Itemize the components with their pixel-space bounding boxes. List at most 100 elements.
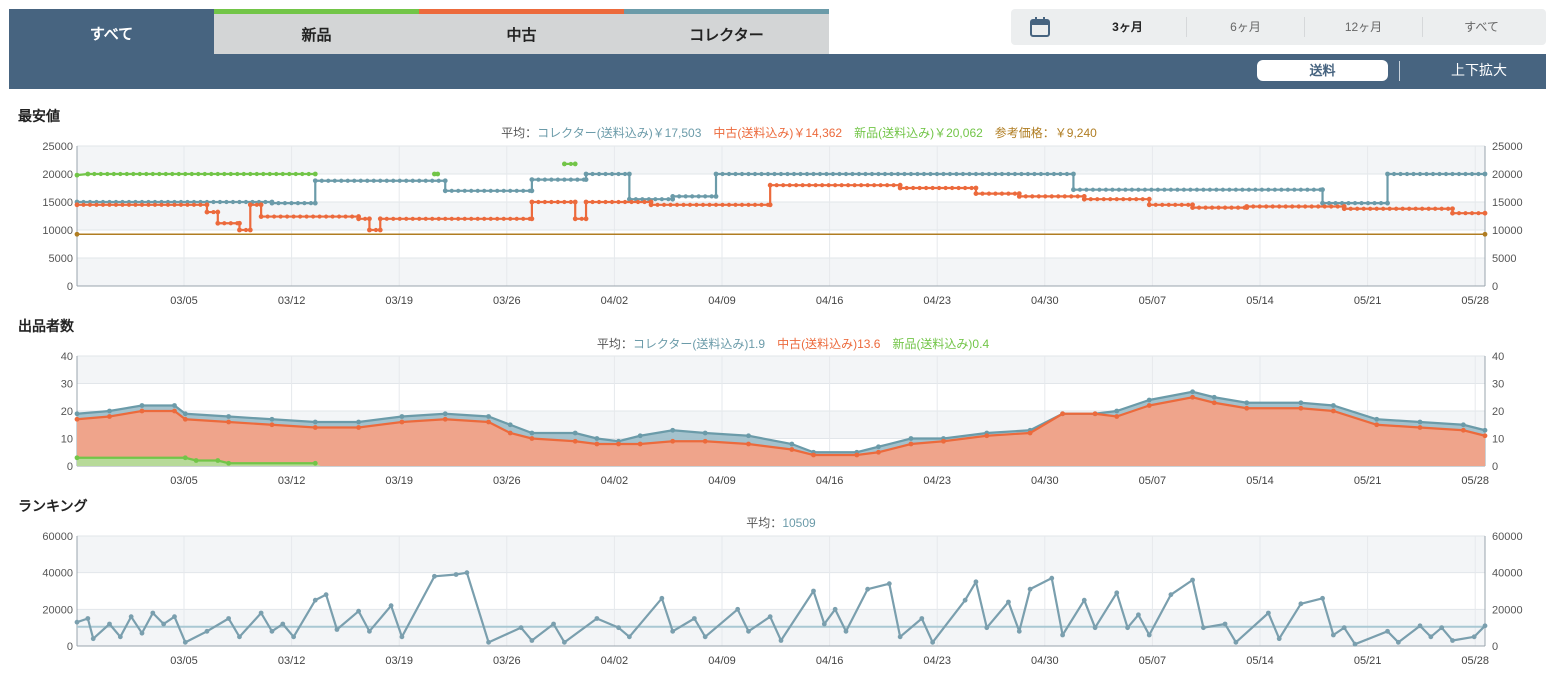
chart-1: 0 0 10 10 20 20 30 30 40 40 03/05 03/12 03/19 03/26 04… [61,336,1505,487]
data-point [616,441,621,447]
data-point [237,227,242,233]
data-point [529,199,535,205]
data-point [1186,202,1191,207]
data-point [852,183,857,188]
data-point [878,183,883,188]
data-point [430,178,435,183]
tab-new[interactable]: 新品 [214,9,419,54]
data-point [222,221,227,226]
data-point [915,171,920,177]
data-point [436,216,441,221]
tab-collector[interactable]: コレクター [624,9,829,54]
data-point [947,171,953,177]
range-6-months[interactable]: 6ヶ月 [1186,17,1304,37]
y-tick-label-left: 20000 [42,604,73,616]
data-point [967,171,972,177]
data-point [1036,194,1041,199]
data-point [1146,202,1152,208]
calendar-icon[interactable] [1011,9,1069,45]
data-point [1071,187,1076,193]
data-point [191,202,197,207]
legend-item: 参考価格：￥9,240 [995,125,1097,140]
data-point [1181,187,1187,192]
data-point [1330,408,1336,414]
data-point [410,178,415,183]
legend-item: 新品(送料込み)0.4 [892,336,989,351]
data-point [1437,171,1442,177]
data-point [603,199,608,205]
data-point [267,171,272,177]
data-point [1084,187,1089,192]
data-point [596,199,602,205]
tab-all[interactable]: すべて [9,9,214,54]
data-point [1463,171,1468,177]
data-point [1296,204,1301,209]
data-point [1374,422,1380,428]
data-point [726,202,732,207]
data-point [1460,427,1466,433]
data-point [1298,187,1303,192]
data-point [172,614,177,620]
data-point [291,634,297,640]
data-point [269,422,275,428]
legend-item: 10509 [782,516,816,530]
range-3-months[interactable]: 3ヶ月 [1112,20,1143,34]
data-point [486,419,491,425]
shipping-toggle-button[interactable]: 送料 [1257,60,1388,81]
data-point [377,216,383,222]
data-point [863,171,868,177]
data-point [696,194,701,199]
data-point [843,628,849,634]
tab-used[interactable]: 中古 [419,9,624,54]
data-point [139,630,145,636]
data-point [1385,200,1390,206]
data-point [295,201,301,206]
data-point [146,202,151,207]
data-point [869,171,875,177]
data-point [518,625,524,631]
data-point [891,183,896,188]
data-point [707,202,712,207]
range-all[interactable]: すべて [1422,17,1540,37]
y-tick-label-left: 40 [61,351,73,363]
data-point [993,191,998,196]
data-point [1290,204,1295,209]
data-point [943,185,948,191]
data-point [1341,206,1347,212]
range-selector: 3ヶ月 6ヶ月 12ヶ月 すべて [1011,9,1546,45]
y-tick-label-right: 20 [1492,406,1504,418]
data-point [139,403,145,408]
data-point [1404,171,1410,177]
data-point [508,216,513,221]
data-point [282,201,288,206]
data-point [629,199,634,205]
vertical-zoom-button[interactable]: 上下拡大 [1451,62,1507,78]
data-point [1305,187,1310,192]
data-point [670,438,676,444]
data-point [85,171,91,177]
data-point [886,581,892,587]
data-point [74,411,80,417]
data-point [1352,641,1358,647]
data-point [1482,623,1488,629]
x-tick-label: 04/23 [923,655,951,667]
data-point [442,178,448,184]
x-tick-label: 05/14 [1246,475,1274,487]
data-point [488,188,493,193]
data-point [811,588,816,594]
data-point [226,616,232,621]
data-point [1016,628,1022,634]
data-point [280,621,286,627]
data-point [765,171,771,177]
data-point [1095,197,1100,202]
data-point [120,202,125,207]
data-point [183,171,188,177]
data-point [356,608,361,614]
data-point [317,214,322,219]
data-point [1190,577,1195,583]
data-point [1320,595,1325,601]
data-point [1027,430,1033,436]
data-point [1203,205,1208,210]
range-12-months[interactable]: 12ヶ月 [1304,17,1422,37]
data-point [248,171,253,177]
